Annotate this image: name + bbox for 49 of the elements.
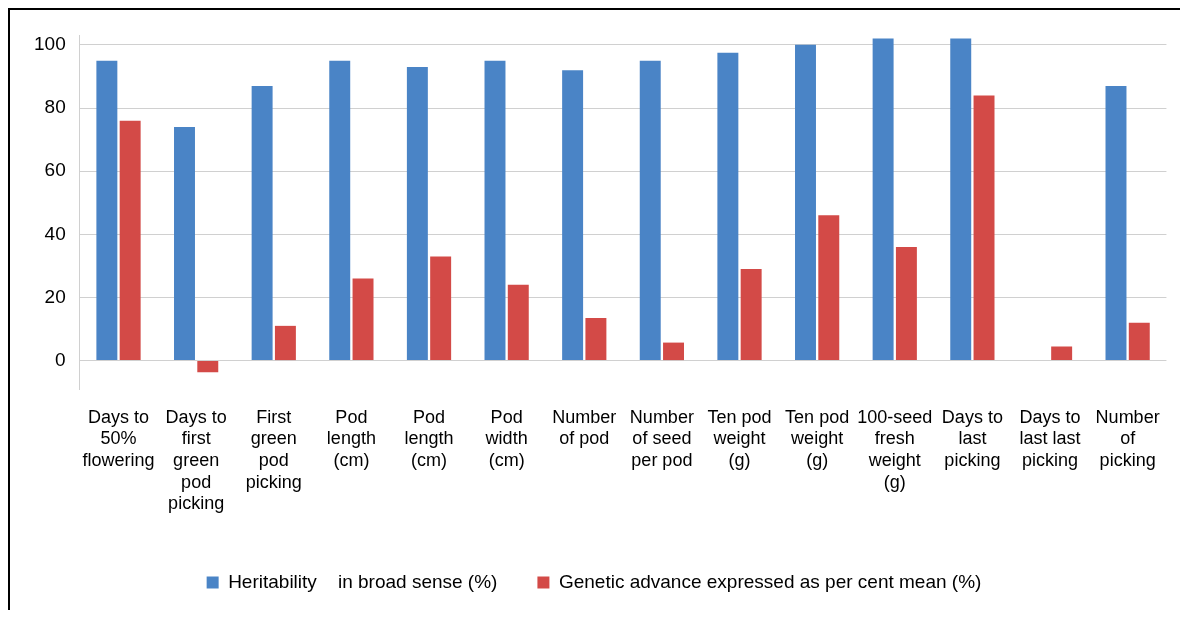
x-tick-label: Days to last last picking — [1019, 406, 1081, 470]
y-tick-label: 80 — [44, 96, 66, 118]
y-tick-label: 0 — [55, 348, 66, 370]
bar — [329, 60, 351, 361]
bar — [251, 85, 273, 361]
bar — [1128, 322, 1150, 361]
bar — [895, 246, 917, 361]
y-tick-label: 40 — [44, 222, 66, 244]
x-tick-label: Pod length (cm) — [404, 406, 454, 470]
legend-label: Genetic advance expressed as per cent mean (%) — [558, 570, 982, 592]
bar — [795, 44, 816, 361]
x-tick-label: 100-seed fresh weight (g) — [857, 406, 933, 492]
y-tick-label: 100 — [34, 33, 66, 55]
bar — [585, 317, 607, 361]
x-tick-label: Ten pod weight (g) — [707, 406, 772, 470]
bar — [562, 70, 584, 361]
x-tick-label: Number of picking — [1095, 406, 1160, 470]
bar — [507, 284, 529, 361]
x-tick-label: Days to 50% flowering — [82, 406, 155, 470]
bar — [406, 66, 428, 361]
bar — [740, 269, 762, 361]
x-tick-label: Ten pod weight (g) — [785, 406, 850, 470]
legend-label: Heritability in broad sense (%) — [228, 570, 498, 592]
x-tick-label: Number of seed per pod — [629, 406, 694, 470]
x-tick-label: Days to last picking — [941, 406, 1003, 470]
bar — [274, 325, 296, 361]
y-tick-label: 60 — [44, 159, 66, 181]
bar — [973, 95, 995, 361]
bar — [1105, 85, 1127, 361]
bar — [1051, 346, 1073, 361]
bar — [352, 278, 374, 361]
bar — [174, 126, 195, 361]
bar — [872, 38, 894, 361]
x-tick-label: Pod width (cm) — [484, 406, 528, 470]
bar — [430, 256, 452, 361]
x-tick-label: Days to first green pod picking — [165, 406, 227, 514]
bar — [663, 342, 685, 361]
bar — [717, 52, 739, 361]
x-tick-label: First green pod picking — [245, 406, 302, 492]
bar — [197, 361, 219, 373]
x-tick-label: Number of pod — [552, 406, 617, 449]
bar — [119, 120, 141, 361]
bar — [639, 60, 661, 361]
bar — [818, 215, 840, 361]
bar — [950, 38, 972, 361]
x-tick-label: Pod length (cm) — [326, 406, 376, 470]
bar — [96, 60, 118, 361]
bar — [484, 60, 506, 361]
y-tick-label: 20 — [44, 285, 66, 307]
